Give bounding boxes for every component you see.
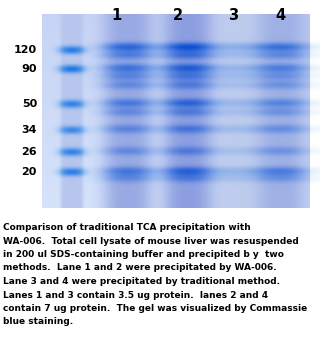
Text: methods.  Lane 1 and 2 were precipitated by WA-006.: methods. Lane 1 and 2 were precipitated … bbox=[3, 263, 276, 272]
Text: 4: 4 bbox=[275, 8, 285, 23]
Text: 26: 26 bbox=[21, 147, 37, 157]
Text: 2: 2 bbox=[173, 8, 183, 23]
Text: Lane 3 and 4 were precipitated by traditional method.: Lane 3 and 4 were precipitated by tradit… bbox=[3, 277, 280, 286]
Text: 120: 120 bbox=[14, 45, 37, 55]
Text: Comparison of traditional TCA precipitation with: Comparison of traditional TCA precipitat… bbox=[3, 223, 251, 232]
Text: Lanes 1 and 3 contain 3.5 ug protein.  lanes 2 and 4: Lanes 1 and 3 contain 3.5 ug protein. la… bbox=[3, 291, 268, 299]
Text: blue staining.: blue staining. bbox=[3, 318, 73, 327]
Text: contain 7 ug protein.  The gel was visualized by Commassie: contain 7 ug protein. The gel was visual… bbox=[3, 304, 307, 313]
Text: 90: 90 bbox=[21, 64, 37, 74]
Text: 20: 20 bbox=[22, 167, 37, 177]
Text: 3: 3 bbox=[228, 8, 238, 23]
Text: 34: 34 bbox=[21, 125, 37, 135]
Text: 1: 1 bbox=[111, 8, 121, 23]
Text: WA-006.  Total cell lysate of mouse liver was resuspended: WA-006. Total cell lysate of mouse liver… bbox=[3, 237, 299, 246]
Text: in 200 ul SDS-containing buffer and precipited b y  two: in 200 ul SDS-containing buffer and prec… bbox=[3, 250, 284, 259]
Text: 50: 50 bbox=[22, 99, 37, 109]
